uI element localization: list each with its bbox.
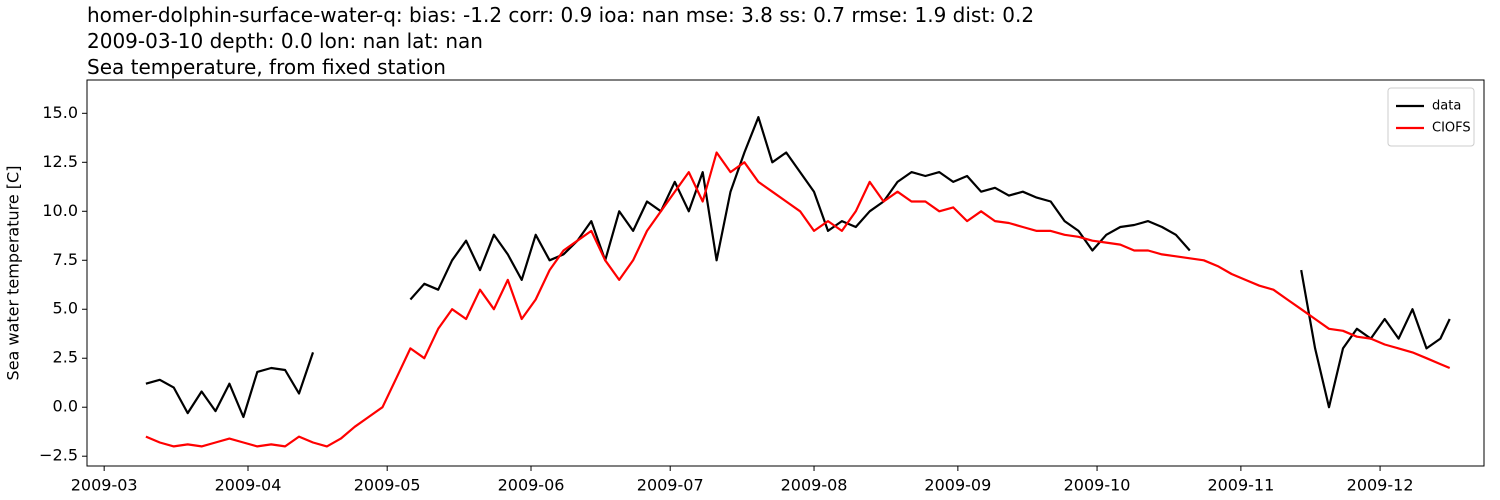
x-tick-label: 2009-11 [1207, 476, 1274, 495]
x-tick-label: 2009-09 [924, 476, 991, 495]
series-line [145, 151, 1451, 448]
legend-label: data [1432, 99, 1461, 114]
y-tick-label: 5.0 [53, 299, 78, 318]
y-tick-label: 2.5 [53, 348, 78, 367]
y-tick-label: 10.0 [42, 201, 78, 220]
x-tick-label: 2009-05 [354, 476, 421, 495]
y-axis-label: Sea water temperature [C] [4, 166, 23, 381]
chart-subtitle: 2009-03-10 depth: 0.0 lon: nan lat: nan [87, 29, 483, 53]
chart-subtitle: Sea temperature, from fixed station [87, 55, 446, 79]
y-tick-label: −2.5 [39, 446, 78, 465]
x-tick-label: 2009-08 [781, 476, 848, 495]
legend-label: CIOFS [1432, 121, 1471, 136]
x-tick-label: 2009-10 [1064, 476, 1131, 495]
x-tick-label: 2009-03 [71, 476, 138, 495]
series-line [145, 116, 1451, 419]
x-tick-label: 2009-07 [637, 476, 704, 495]
x-tick-label: 2009-12 [1347, 476, 1414, 495]
y-tick-label: 15.0 [42, 103, 78, 122]
x-tick-label: 2009-04 [215, 476, 282, 495]
y-tick-label: 0.0 [53, 397, 78, 416]
chart-title: homer-dolphin-surface-water-q: bias: -1.… [87, 3, 1034, 27]
legend-box [1387, 87, 1475, 147]
y-tick-label: 12.5 [42, 152, 78, 171]
x-tick-label: 2009-06 [498, 476, 565, 495]
y-tick-label: 7.5 [53, 250, 78, 269]
plot-frame [86, 79, 1485, 467]
